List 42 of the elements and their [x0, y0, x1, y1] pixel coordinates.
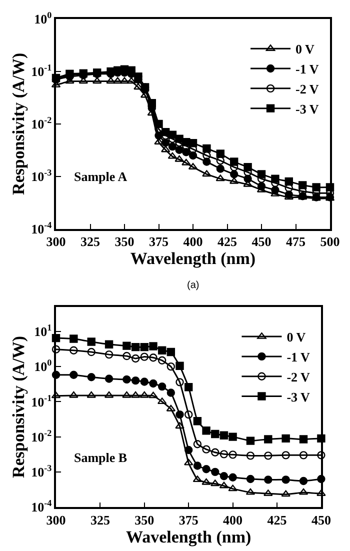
y-tick-label: 10$^{-3}$: [31, 463, 52, 480]
legend-label: -2 V: [296, 81, 320, 96]
y-tick-label: 10$^{1}$: [34, 322, 52, 340]
x-tick-label: 350: [114, 234, 134, 250]
y-tick-label: 10$^{0}$: [34, 10, 52, 27]
x-tick-label: 500: [320, 234, 340, 250]
legend-label: -2 V: [286, 369, 311, 384]
x-tick-label: 325: [80, 234, 100, 250]
annotation: Sample B: [74, 450, 128, 465]
legend-label: 0 V: [296, 42, 316, 57]
annotation: Sample A: [74, 169, 128, 184]
x-tick-label: 450: [252, 234, 272, 250]
x-tick-label: 300: [46, 512, 66, 528]
x-tick-label: 375: [149, 234, 169, 250]
x-tick-label: 300: [46, 234, 66, 250]
x-axis-title: Wavelength (nm): [126, 527, 252, 546]
legend-label: -3 V: [296, 101, 320, 116]
y-axis-title: Responsivity (A/W): [9, 336, 28, 478]
y-tick-label: 10$^{-4}$: [31, 498, 52, 515]
y-tick-label: 10$^{0}$: [34, 358, 52, 374]
x-tick-label: 375: [178, 512, 199, 528]
x-tick-label: 350: [134, 512, 154, 528]
x-tick-label: 425: [267, 512, 288, 528]
y-tick-label: 10$^{-1}$: [31, 392, 52, 410]
y-axis-title: Responsivity (A/W): [9, 52, 28, 196]
text: (a): [187, 280, 200, 291]
y-tick-label: 10$^{-2}$: [31, 428, 52, 444]
x-tick-label: 475: [286, 234, 306, 250]
x-tick-label: 425: [218, 234, 238, 250]
legend-label: -1 V: [286, 350, 311, 365]
y-tick-label: 10$^{-3}$: [31, 167, 52, 184]
y-tick-label: 10$^{-1}$: [31, 62, 52, 80]
x-tick-label: 450: [311, 512, 331, 528]
legend-label: -3 V: [286, 389, 311, 404]
x-tick-label: 400: [223, 512, 243, 528]
y-tick-label: 10$^{-4}$: [31, 220, 52, 236]
x-tick-label: 400: [183, 234, 203, 250]
x-tick-label: 325: [90, 512, 110, 528]
legend-label: 0 V: [286, 330, 306, 345]
x-axis-title: Wavelength (nm): [130, 249, 256, 268]
y-tick-label: 10$^{-2}$: [31, 115, 52, 132]
legend-label: -1 V: [296, 62, 320, 77]
